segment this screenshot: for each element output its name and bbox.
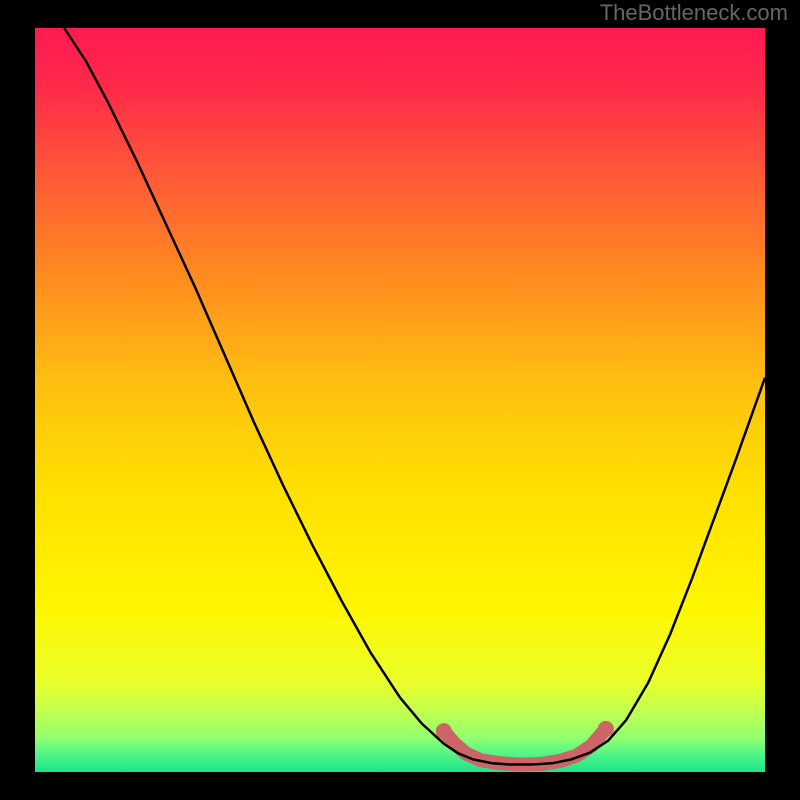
highlight-end-dot (436, 723, 452, 739)
highlight-end-dot (598, 721, 614, 737)
bottleneck-chart (0, 0, 800, 800)
gradient-background (35, 28, 765, 772)
watermark-text: TheBottleneck.com (600, 0, 788, 26)
